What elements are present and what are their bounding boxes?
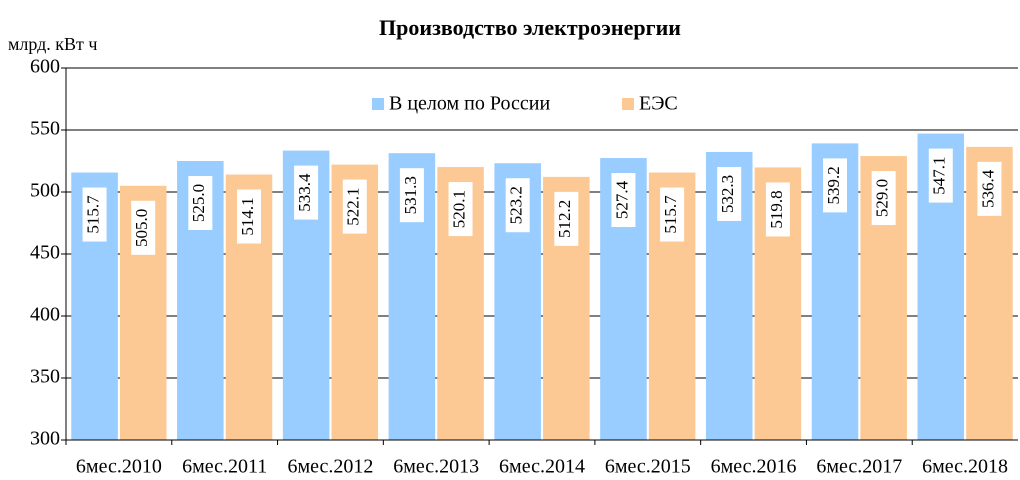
x-tick-label: 6мес.2011 [182, 456, 267, 478]
value-label-box [823, 158, 848, 213]
value-label: 515.7 [661, 195, 680, 234]
value-label-box [765, 182, 790, 237]
y-tick-label: 600 [30, 56, 60, 78]
value-label: 515.7 [83, 195, 102, 234]
value-label: 525.0 [189, 184, 208, 222]
value-label-box [82, 187, 107, 242]
value-label-box [342, 179, 367, 234]
value-label-box [928, 148, 953, 203]
y-tick-label: 350 [30, 366, 60, 388]
value-label: 547.1 [930, 156, 949, 194]
x-tick-label: 6мес.2016 [711, 456, 797, 478]
value-label: 522.1 [344, 187, 363, 225]
y-tick-label: 550 [30, 118, 60, 140]
legend-label: В целом по России [389, 93, 550, 115]
x-tick-label: 6мес.2017 [816, 456, 902, 478]
y-tick-label: 450 [30, 242, 60, 264]
value-label: 539.2 [824, 166, 843, 204]
y-tick-label: 300 [30, 428, 60, 450]
x-tick-label: 6мес.2018 [922, 456, 1008, 478]
value-label-box [505, 178, 530, 233]
value-label-box [188, 176, 213, 230]
value-label: 512.2 [555, 200, 574, 238]
value-label: 531.3 [401, 176, 420, 214]
value-label-box [294, 165, 319, 220]
x-tick-label: 6мес.2012 [287, 456, 373, 478]
value-label-box [399, 168, 424, 223]
x-tick-label: 6мес.2015 [605, 456, 691, 478]
legend-swatch [372, 98, 384, 110]
value-label: 529.0 [873, 179, 892, 217]
y-axis-label: млрд. кВт ч [8, 34, 97, 54]
x-tick-label: 6мес.2010 [76, 456, 162, 478]
value-label: 505.0 [132, 209, 151, 247]
value-label: 520.1 [449, 190, 468, 228]
value-label: 527.4 [612, 180, 631, 219]
value-label-box [871, 171, 896, 226]
value-label: 519.8 [767, 190, 786, 228]
value-label-box [448, 182, 473, 237]
value-label-box [131, 200, 156, 255]
x-tick-label: 6мес.2014 [499, 456, 585, 478]
chart-title: Производство электроэнергии [379, 15, 681, 40]
value-label: 536.4 [978, 169, 997, 208]
value-label-box [611, 173, 636, 228]
value-label-box [554, 191, 579, 246]
y-tick-label: 400 [30, 304, 60, 326]
x-tick-label: 6мес.2013 [393, 456, 479, 478]
value-label: 532.3 [718, 175, 737, 213]
value-label-box [236, 189, 261, 244]
legend-swatch [622, 98, 634, 110]
value-label: 533.4 [295, 173, 314, 212]
value-label-box [717, 166, 742, 221]
legend-label: ЕЭС [639, 93, 678, 115]
value-label: 523.2 [507, 186, 526, 224]
value-label-box [977, 161, 1002, 216]
y-tick-label: 500 [30, 180, 60, 202]
value-label-box [660, 187, 685, 242]
value-label: 514.1 [238, 197, 257, 235]
